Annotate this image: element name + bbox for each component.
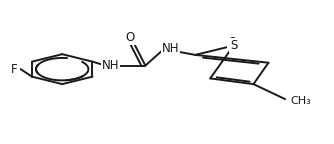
Text: F: F [11,63,18,76]
Text: S: S [228,36,235,49]
Text: O: O [126,31,135,44]
Text: NH: NH [162,42,179,55]
Text: CH₃: CH₃ [290,96,311,106]
Text: NH: NH [102,59,119,72]
Text: S: S [230,39,237,52]
